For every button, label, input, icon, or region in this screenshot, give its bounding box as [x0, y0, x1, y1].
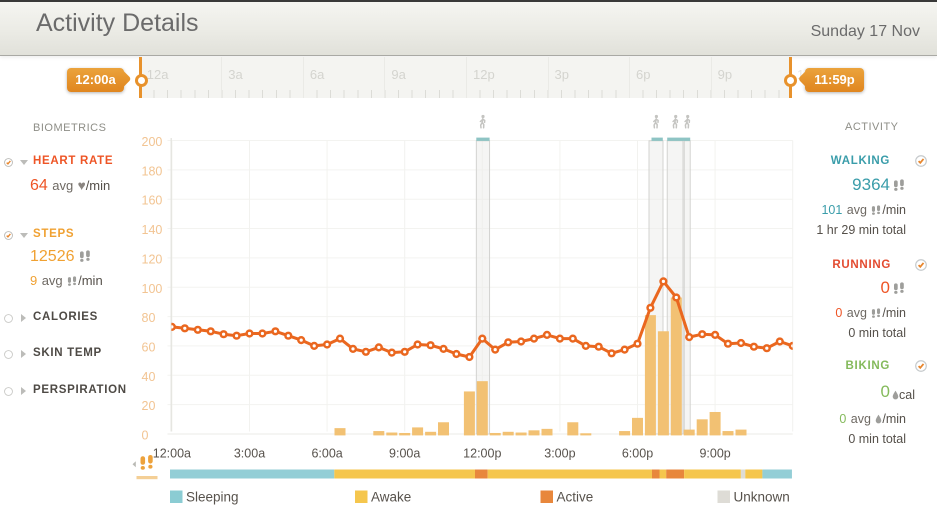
svg-text:80: 80 [142, 311, 156, 325]
svg-text:200: 200 [142, 135, 163, 149]
svg-text:20: 20 [142, 399, 156, 413]
svg-text:9:00p: 9:00p [699, 447, 730, 461]
svg-text:160: 160 [142, 194, 163, 208]
svg-text:12:00p: 12:00p [463, 447, 501, 461]
svg-text:6:00a: 6:00a [311, 447, 342, 461]
svg-text:Sleeping: Sleeping [186, 490, 239, 505]
svg-text:40: 40 [142, 370, 156, 384]
svg-text:Active: Active [557, 490, 594, 505]
svg-text:6:00p: 6:00p [622, 447, 653, 461]
svg-text:12:00a: 12:00a [153, 447, 191, 461]
svg-text:180: 180 [142, 164, 163, 178]
svg-text:Awake: Awake [371, 490, 411, 505]
svg-text:3:00a: 3:00a [234, 447, 265, 461]
svg-text:3:00p: 3:00p [544, 447, 575, 461]
svg-text:140: 140 [142, 223, 163, 237]
svg-text:60: 60 [142, 340, 156, 354]
svg-text:9:00a: 9:00a [389, 447, 420, 461]
svg-text:Unknown: Unknown [734, 490, 790, 505]
svg-text:100: 100 [142, 282, 163, 296]
svg-text:0: 0 [142, 429, 149, 443]
svg-text:120: 120 [142, 252, 163, 266]
